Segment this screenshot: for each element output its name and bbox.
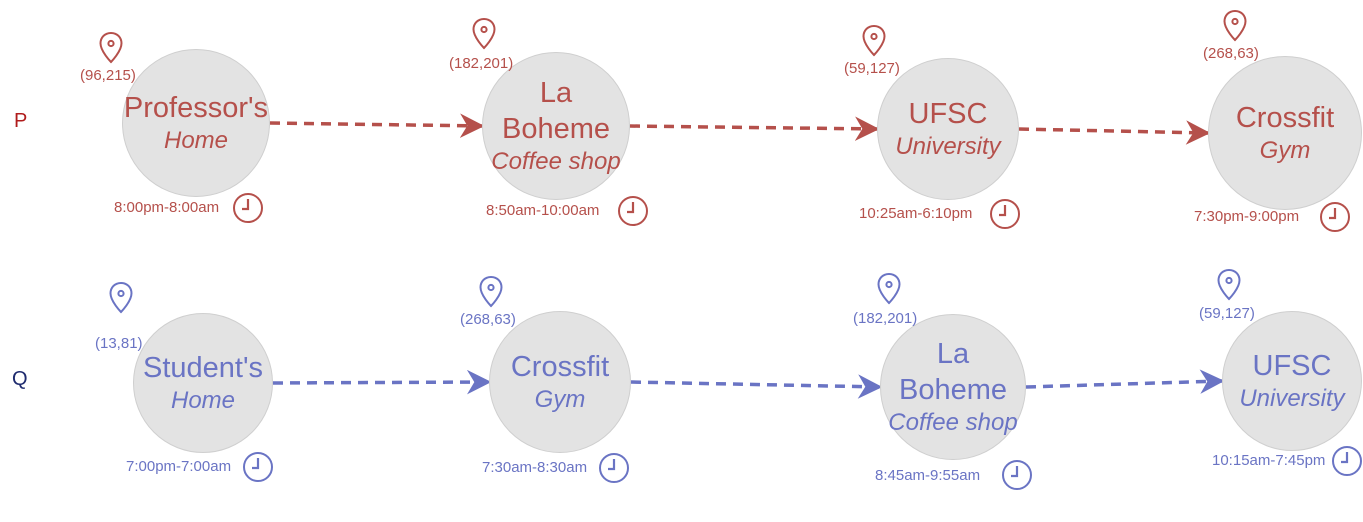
map-pin-icon — [471, 17, 497, 51]
clock-icon — [1001, 459, 1033, 491]
row-q-stop-1-coordinate: (13,81) — [95, 335, 143, 352]
clock-icon — [232, 192, 264, 224]
row-q-stop-1-node: Student's Home — [133, 313, 273, 453]
row-p-stop-3-time: 10:25am-6:10pm — [859, 205, 973, 222]
row-q-stop-3-name-line: La — [936, 338, 970, 370]
row-q-stop-2-coordinate: (268,63) — [460, 311, 516, 328]
row-p-stop-4-coordinate: (268,63) — [1203, 45, 1259, 62]
row-q-stop-4-time: 10:15am-7:45pm — [1212, 452, 1326, 469]
row-q-stop-2-to-next-arrow — [630, 374, 883, 399]
row-p-stop-1-coordinate: (96,215) — [80, 67, 136, 84]
row-q-stop-2-type: Gym — [534, 386, 586, 413]
map-pin-icon — [478, 275, 504, 309]
map-pin-icon — [1216, 268, 1242, 302]
row-p-stop-1-name-line: Professor's — [123, 92, 269, 124]
row-q-stop-3-type: Coffee shop — [888, 409, 1018, 436]
row-p-stop-3-type: University — [895, 133, 1001, 160]
row-q-stop-2-time: 7:30am-8:30am — [482, 459, 588, 476]
clock-icon — [598, 452, 630, 484]
clock-icon — [1331, 445, 1363, 477]
row-p-stop-1-to-next-arrow — [269, 113, 485, 138]
row-p-stop-4-type: Gym — [1259, 137, 1311, 164]
row-p-stop-2-name-line: La — [539, 77, 573, 109]
clock-icon — [989, 198, 1021, 230]
row-p-stop-4-name-line: Crossfit — [1235, 102, 1335, 134]
row-q-stop-4-node: UFSC University — [1222, 311, 1362, 451]
row-p-stop-3-to-next-arrow — [1018, 120, 1211, 145]
row-q-stop-1-type: Home — [170, 387, 236, 414]
map-pin-icon — [876, 272, 902, 306]
row-p-stop-3-node: UFSC University — [877, 58, 1019, 200]
row-p-stop-2-name-line: Boheme — [501, 113, 610, 145]
row-q-stop-1-time: 7:00pm-7:00am — [126, 458, 232, 475]
row-p-stop-1-time: 8:00pm-8:00am — [114, 199, 220, 216]
clock-icon — [242, 451, 274, 483]
row-q-stop-4-coordinate: (59,127) — [1199, 305, 1255, 322]
map-pin-icon — [98, 31, 124, 65]
row-q-stop-2-node: Crossfit Gym — [489, 311, 631, 453]
row-p-stop-4-time: 7:30pm-9:00pm — [1194, 208, 1300, 225]
row-p-stop-2-time: 8:50am-10:00am — [486, 202, 600, 219]
row-q-label: Q — [12, 368, 28, 390]
clock-icon — [1319, 201, 1351, 233]
row-p-stop-2-coordinate: (182,201) — [449, 55, 514, 72]
row-q-stop-3-coordinate: (182,201) — [853, 310, 918, 327]
clock-icon — [617, 195, 649, 227]
row-q-stop-4-type: University — [1239, 385, 1345, 412]
row-p-stop-2-to-next-arrow — [629, 116, 880, 141]
row-p-stop-3-name-line: UFSC — [908, 98, 988, 130]
row-p-label: P — [14, 110, 28, 132]
row-q-stop-3-to-next-arrow — [1025, 369, 1225, 394]
row-q-stop-3-node: La Boheme Coffee shop — [880, 314, 1026, 460]
row-q-stop-3-name-line: Boheme — [898, 374, 1007, 406]
row-p-stop-2-node: La Boheme Coffee shop — [482, 52, 630, 200]
row-p-stop-2-type: Coffee shop — [491, 148, 621, 175]
map-pin-icon — [861, 24, 887, 58]
row-q-stop-4-name-line: UFSC — [1252, 350, 1332, 382]
row-q-stop-3-time: 8:45am-9:55am — [875, 467, 981, 484]
row-q-stop-1-name-line: Student's — [142, 352, 263, 384]
map-pin-icon — [1222, 9, 1248, 43]
row-p-stop-3-coordinate: (59,127) — [844, 60, 900, 77]
row-q-stop-2-name-line: Crossfit — [510, 351, 610, 383]
row-p-stop-4-node: Crossfit Gym — [1208, 56, 1362, 210]
row-q-stop-1-to-next-arrow — [272, 369, 492, 395]
row-p-stop-1-type: Home — [163, 127, 229, 154]
row-p-stop-1-node: Professor's Home — [122, 49, 270, 197]
map-pin-icon — [108, 281, 134, 315]
